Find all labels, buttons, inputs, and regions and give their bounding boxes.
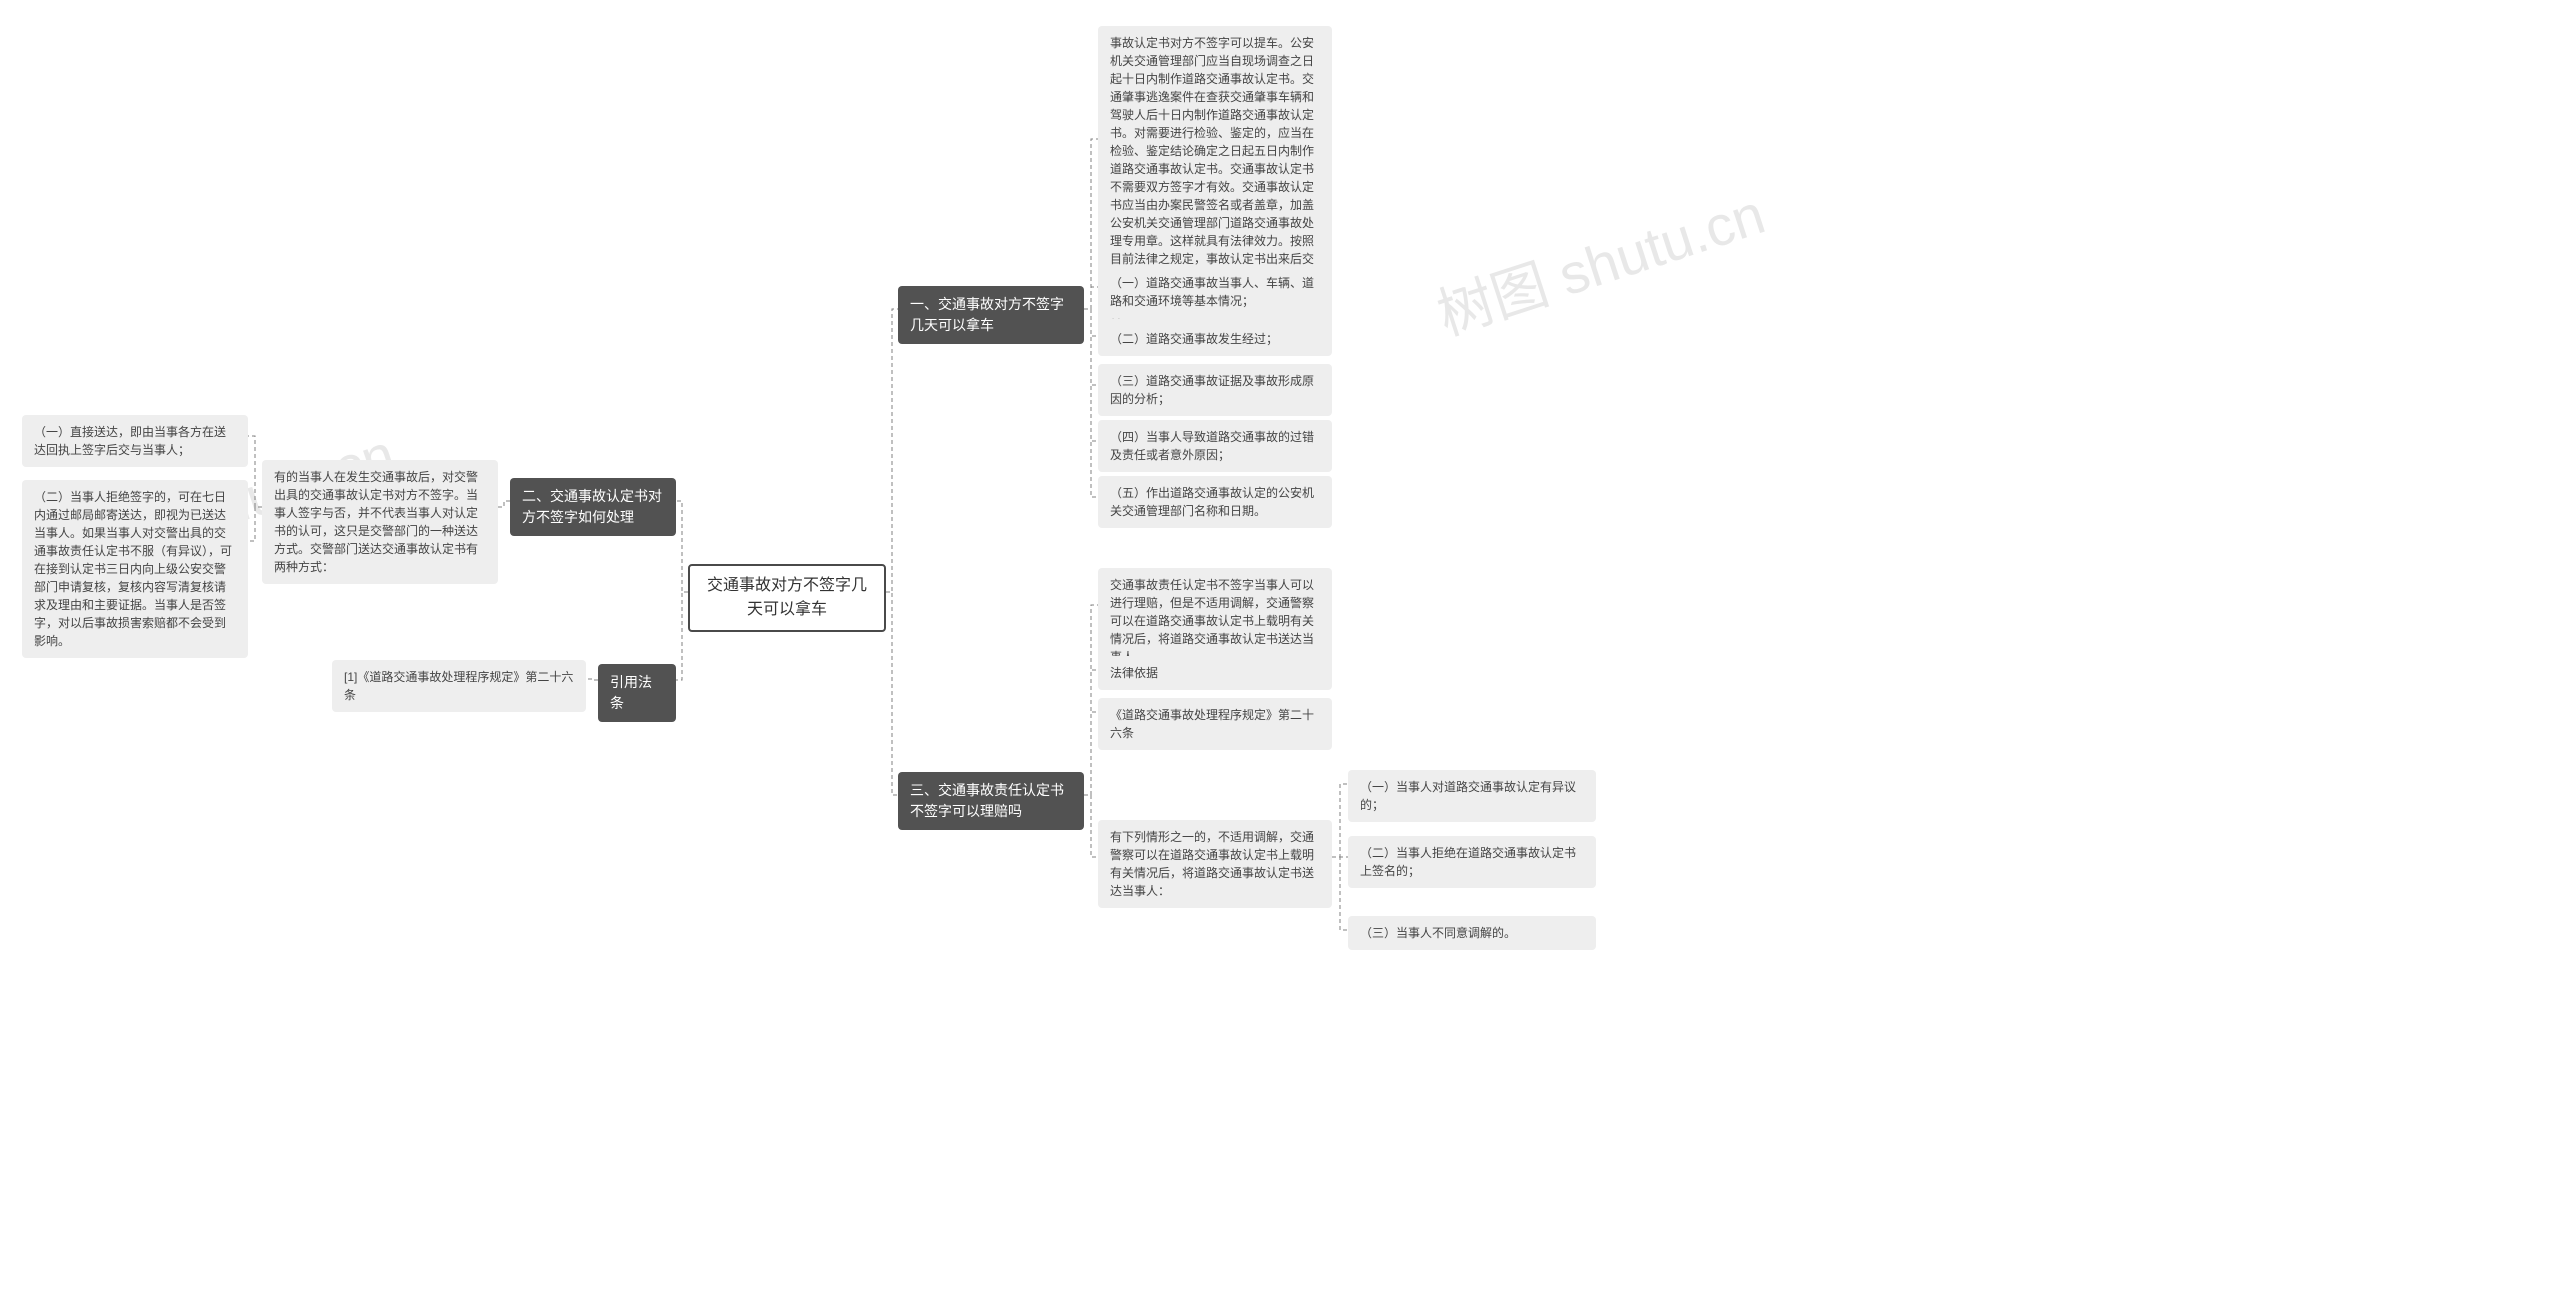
branch-1-child-3: （二）道路交通事故发生经过； bbox=[1098, 322, 1332, 356]
branch-3-child-4-sub-3: （三）当事人不同意调解的。 bbox=[1348, 916, 1596, 950]
branch-1-child-6: （五）作出道路交通事故认定的公安机关交通管理部门名称和日期。 bbox=[1098, 476, 1332, 528]
branch-2-child-1-sub-2: （二）当事人拒绝签字的，可在七日内通过邮局邮寄送达，即视为已送达当事人。如果当事… bbox=[22, 480, 248, 658]
branch-1-child-2: （一）道路交通事故当事人、车辆、道路和交通环境等基本情况； bbox=[1098, 266, 1332, 318]
branch-2: 二、交通事故认定书对方不签字如何处理 bbox=[510, 478, 676, 536]
branch-2-child-1: 有的当事人在发生交通事故后，对交警出具的交通事故认定书对方不签字。当事人签字与否… bbox=[262, 460, 498, 584]
branch-4: 引用法条 bbox=[598, 664, 676, 722]
branch-2-child-1-sub-1: （一）直接送达，即由当事各方在送达回执上签字后交与当事人； bbox=[22, 415, 248, 467]
branch-1: 一、交通事故对方不签字几天可以拿车 bbox=[898, 286, 1084, 344]
branch-3-child-4-sub-2: （二）当事人拒绝在道路交通事故认定书上签名的； bbox=[1348, 836, 1596, 888]
branch-4-child-1: [1]《道路交通事故处理程序规定》第二十六条 bbox=[332, 660, 586, 712]
branch-3-child-3: 《道路交通事故处理程序规定》第二十六条 bbox=[1098, 698, 1332, 750]
branch-3-child-4-sub-1: （一）当事人对道路交通事故认定有异议的； bbox=[1348, 770, 1596, 822]
branch-3-child-4: 有下列情形之一的，不适用调解，交通警察可以在道路交通事故认定书上载明有关情况后，… bbox=[1098, 820, 1332, 908]
branch-3-child-2: 法律依据 bbox=[1098, 656, 1332, 690]
branch-3: 三、交通事故责任认定书不签字可以理赔吗 bbox=[898, 772, 1084, 830]
branch-1-child-4: （三）道路交通事故证据及事故形成原因的分析； bbox=[1098, 364, 1332, 416]
watermark-2: 树图 shutu.cn bbox=[1426, 170, 1774, 352]
branch-1-child-5: （四）当事人导致道路交通事故的过错及责任或者意外原因； bbox=[1098, 420, 1332, 472]
root-node: 交通事故对方不签字几天可以拿车 bbox=[688, 564, 886, 632]
